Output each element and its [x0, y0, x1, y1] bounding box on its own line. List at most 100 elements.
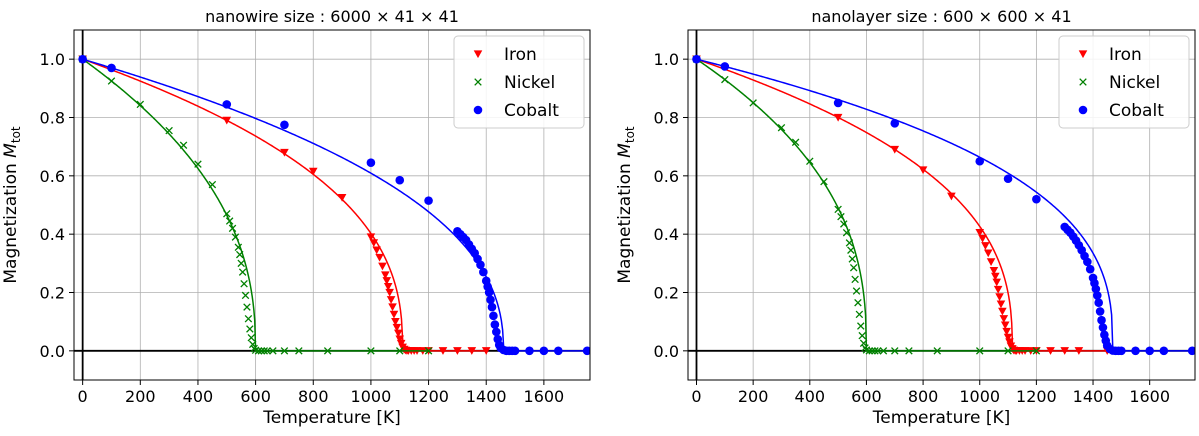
- y-tick-label: 1.0: [654, 50, 679, 69]
- y-tick-label: 0.0: [654, 342, 679, 361]
- x-tick-label: 0: [78, 387, 88, 406]
- data-point-nickel: [806, 157, 814, 166]
- data-point-iron: [366, 233, 376, 242]
- data-point-iron: [993, 285, 1003, 294]
- y-tick-label: 0.8: [40, 109, 65, 128]
- data-point-cobalt: [280, 120, 289, 130]
- data-point-nickel: [248, 340, 257, 349]
- data-point-nickel: [260, 347, 269, 355]
- data-point-iron: [975, 229, 985, 237]
- data-point-nickel: [247, 333, 256, 342]
- data-point-nickel: [858, 331, 866, 340]
- data-point-nickel: [107, 77, 116, 85]
- series-iron: [692, 55, 1112, 355]
- data-point-nickel: [868, 347, 876, 355]
- data-point-iron: [995, 293, 1004, 301]
- data-point-cobalt: [553, 346, 563, 356]
- data-point-nickel: [269, 347, 277, 355]
- data-point-cobalt: [424, 196, 433, 205]
- data-point-nickel: [871, 347, 879, 355]
- data-point-nickel: [777, 123, 786, 132]
- data-point-nickel: [1032, 347, 1041, 355]
- data-point-iron: [383, 283, 393, 291]
- data-point-cobalt: [1097, 315, 1106, 325]
- data-point-cobalt: [510, 346, 520, 356]
- data-point-nickel: [241, 291, 250, 300]
- y-axis-label-symbol: M: [615, 143, 635, 158]
- data-point-iron: [978, 234, 987, 243]
- data-point-cobalt: [395, 175, 405, 185]
- y-tick-label: 0.2: [654, 284, 679, 303]
- x-tick-label: 0: [691, 387, 701, 406]
- plot-series: [692, 54, 1195, 356]
- data-point-cobalt: [1095, 307, 1105, 316]
- data-point-nickel: [847, 246, 855, 254]
- data-point-cobalt: [1094, 298, 1103, 308]
- x-tick-label: 600: [851, 387, 882, 406]
- data-point-nickel: [395, 347, 404, 355]
- data-point-iron: [369, 239, 379, 248]
- data-point-nickel: [246, 325, 254, 333]
- data-point-nickel: [254, 347, 263, 355]
- plot-frame: [687, 29, 1196, 381]
- data-point-nickel: [874, 347, 882, 355]
- nanowire-chart-svg: 0 200 400 600 800 1000 1200 1400 1600 0.0 0.2 0.4 0.…: [1, 7, 591, 428]
- y-tick-label: 1.0: [40, 50, 65, 69]
- data-point-cobalt: [492, 327, 501, 337]
- data-point-cobalt: [107, 63, 116, 73]
- x-tick-label: 1200: [1016, 387, 1057, 406]
- legend-label-nickel: Nickel: [504, 73, 555, 93]
- data-point-iron: [983, 249, 993, 258]
- legend: Iron Nickel Cobalt: [1058, 35, 1190, 129]
- legend-label-cobalt: Cobalt: [504, 101, 559, 121]
- data-point-iron: [833, 113, 843, 122]
- y-axis-label-subscript: tot: [9, 126, 23, 143]
- x-tick-label: 1400: [1073, 387, 1114, 406]
- y-tick-label: 0.6: [40, 167, 65, 186]
- data-point-nickel: [240, 279, 248, 288]
- x-tick-label: 400: [795, 387, 826, 406]
- data-point-cobalt: [1083, 257, 1092, 267]
- y-tick-label: 0.6: [654, 167, 679, 186]
- data-point-nickel: [791, 138, 800, 147]
- data-point-iron: [1046, 347, 1055, 355]
- y-axis-label-text: Magnetization: [1, 158, 21, 284]
- data-point-nickel: [228, 224, 237, 233]
- data-point-cobalt: [486, 295, 495, 305]
- y-axis-label-subscript: tot: [623, 126, 637, 143]
- legend-marker-iron: [473, 50, 483, 59]
- data-point-iron: [372, 246, 381, 255]
- data-point-iron: [991, 272, 1000, 281]
- legend-box: [453, 35, 585, 129]
- data-point-iron: [992, 278, 1002, 287]
- series-nickel: [78, 55, 433, 355]
- data-point-nickel: [891, 347, 899, 355]
- legend-marker-cobalt: [473, 105, 483, 115]
- data-point-iron: [1005, 338, 1014, 347]
- data-point-iron: [1060, 347, 1070, 355]
- data-point-iron: [392, 323, 402, 332]
- x-tick-label: 800: [298, 387, 329, 406]
- data-point-cobalt: [1145, 346, 1154, 356]
- legend-label-cobalt: Cobalt: [1109, 101, 1164, 121]
- x-axis-label: Temperature [K]: [872, 408, 1011, 428]
- data-point-nickel: [280, 347, 289, 355]
- data-point-nickel: [840, 220, 848, 228]
- series-nickel: [692, 55, 1041, 355]
- data-point-nickel: [834, 205, 842, 214]
- data-point-nickel: [243, 303, 251, 311]
- legend-marker-cobalt: [1078, 105, 1088, 115]
- data-point-iron: [996, 300, 1006, 309]
- data-point-nickel: [367, 347, 375, 355]
- fit-line-cobalt: [82, 58, 588, 352]
- data-point-iron: [280, 148, 289, 157]
- data-point-nickel: [879, 347, 888, 355]
- legend-marker-nickel: [474, 78, 482, 86]
- data-point-nickel: [237, 259, 245, 268]
- legend-marker-nickel: [1079, 78, 1087, 86]
- legend: Iron Nickel Cobalt: [453, 35, 585, 129]
- data-point-cobalt: [1187, 346, 1195, 356]
- y-tick-label: 0.0: [40, 342, 65, 361]
- data-point-cobalt: [720, 62, 730, 71]
- x-tick-label: 1400: [466, 387, 507, 406]
